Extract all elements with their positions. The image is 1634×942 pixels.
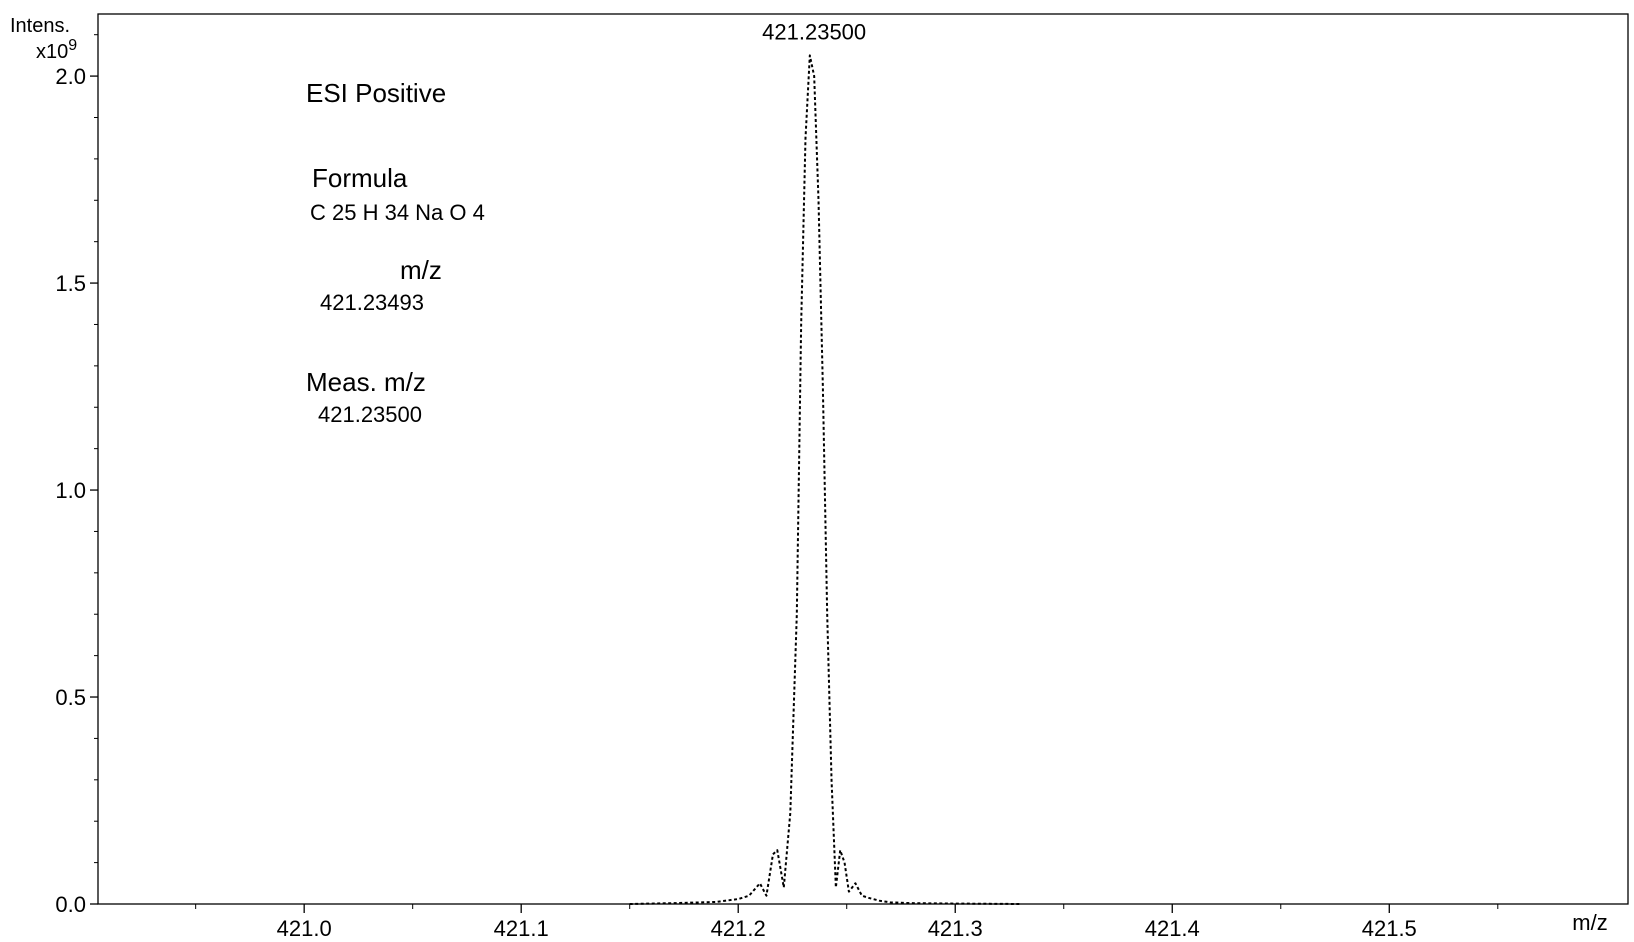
plot-border [97,13,1629,905]
y-axis-ticks: 0.0 0.5 1.0 1.5 2.0 [55,34,98,917]
peak-label: 421.23500 [762,19,866,44]
spectrum-series [629,54,1021,905]
spectrum-trace [629,54,1021,905]
formula-value: C 25 H 34 Na O 4 [310,200,485,225]
meas-mz-label: Meas. m/z [306,367,426,397]
plot-frame [97,13,1629,905]
x-tick-label: 421.2 [711,916,766,941]
x-tick-label: 421.4 [1145,916,1200,941]
mz-value: 421.23493 [320,290,424,315]
y-multiplier: x109 [36,37,77,63]
y-tick-label: 2.0 [55,64,86,89]
meas-mz-value: 421.23500 [318,402,422,427]
x-axis-label: m/z [1572,910,1607,935]
y-tick-label: 0.5 [55,685,86,710]
y-multiplier-base: x10 [36,41,68,63]
y-tick-label: 1.5 [55,271,86,296]
y-multiplier-exponent: 9 [68,37,77,54]
x-axis-ticks: 421.0 421.1 421.2 421.3 421.4 421.5 [195,904,1499,941]
x-tick-label: 421.1 [494,916,549,941]
x-tick-label: 421.0 [277,916,332,941]
y-tick-label: 0.0 [55,892,86,917]
x-tick-label: 421.3 [928,916,983,941]
x-tick-label: 421.5 [1362,916,1417,941]
mz-label: m/z [400,255,442,285]
formula-label: Formula [312,163,408,193]
y-tick-label: 1.0 [55,478,86,503]
ionization-mode: ESI Positive [306,78,447,108]
y-axis-label: Intens. [10,15,70,37]
